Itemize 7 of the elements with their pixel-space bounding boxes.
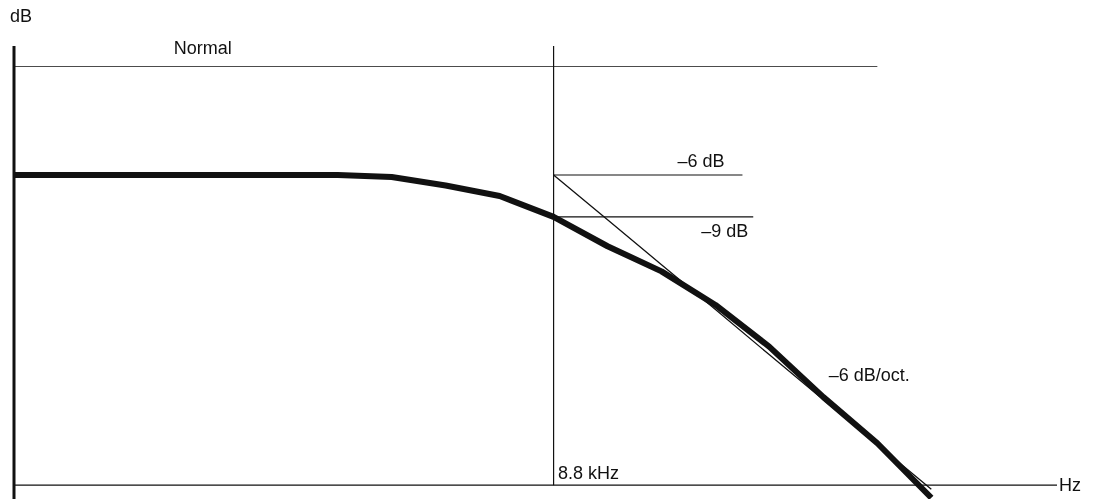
y-axis-title: dB <box>10 5 33 26</box>
ref-line-label: –9 dB <box>701 220 749 241</box>
ref-line-label: –6 dB <box>677 150 725 171</box>
annotation: –6 dB/oct. <box>828 365 910 386</box>
x-axis-title: Hz <box>1059 475 1081 496</box>
annotation: 8.8 kHz <box>557 463 619 484</box>
series-label: Normal <box>173 37 232 58</box>
